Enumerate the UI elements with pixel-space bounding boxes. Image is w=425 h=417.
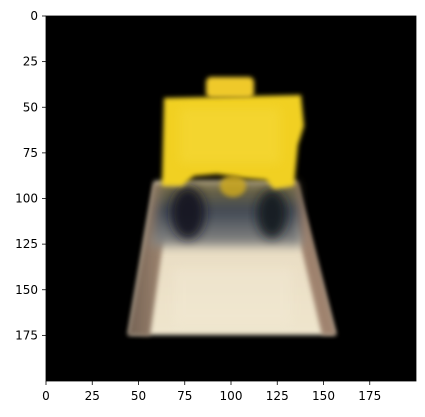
image-area (46, 16, 416, 381)
y-tick-label: 125 (15, 237, 38, 251)
y-tick-label: 50 (23, 100, 38, 114)
y-tick-label: 25 (23, 55, 38, 69)
x-tick-label: 175 (358, 389, 381, 403)
y-tick-label: 175 (15, 328, 38, 342)
x-tick-label: 100 (220, 389, 243, 403)
y-tick-label: 75 (23, 146, 38, 160)
object-cap (206, 77, 254, 98)
object-shadow-left (171, 187, 205, 239)
y-axis: 0 25 50 75 100 125 150 175 (15, 9, 46, 342)
object-shadow-right (257, 190, 287, 238)
x-tick-label: 25 (85, 389, 100, 403)
object-top-drip (220, 175, 246, 197)
x-axis: 0 25 50 75 100 125 150 175 (42, 381, 381, 403)
x-tick-label: 125 (266, 389, 289, 403)
x-tick-label: 50 (131, 389, 146, 403)
y-tick-label: 150 (15, 283, 38, 297)
x-tick-label: 0 (42, 389, 50, 403)
x-tick-label: 150 (312, 389, 335, 403)
object-top-highlight (180, 108, 280, 163)
y-tick-label: 100 (15, 192, 38, 206)
object-base-highlight (174, 268, 292, 326)
y-tick-label: 0 (30, 9, 38, 23)
x-tick-label: 75 (177, 389, 192, 403)
